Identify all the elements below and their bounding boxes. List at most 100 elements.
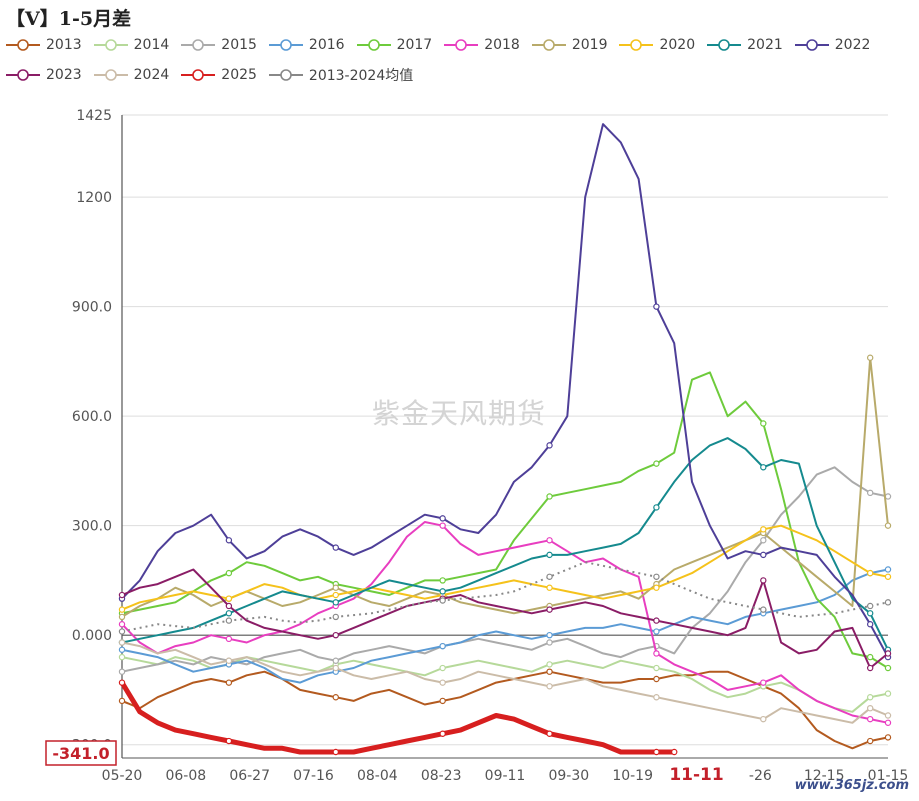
data-point bbox=[225, 679, 233, 686]
legend-item-12[interactable]: 2025 bbox=[181, 64, 257, 86]
legend-item-9[interactable]: 2022 bbox=[794, 34, 871, 56]
grid bbox=[122, 114, 888, 746]
series-line-6 bbox=[121, 356, 889, 618]
legend-item-11[interactable]: 2024 bbox=[93, 64, 169, 86]
data-point bbox=[653, 694, 660, 701]
data-point bbox=[225, 617, 233, 624]
data-point bbox=[332, 584, 339, 591]
data-point bbox=[866, 737, 874, 745]
legend-swatch-icon bbox=[6, 39, 40, 51]
series-line-11 bbox=[121, 641, 889, 724]
data-point bbox=[225, 610, 233, 617]
data-point bbox=[653, 303, 660, 310]
data-point bbox=[884, 712, 892, 719]
legend-item-6[interactable]: 2019 bbox=[531, 34, 607, 56]
data-point bbox=[225, 602, 233, 610]
x-tick-label: 07-16 bbox=[293, 768, 334, 784]
data-point bbox=[118, 639, 126, 646]
data-point bbox=[118, 628, 126, 635]
data-point bbox=[760, 715, 767, 723]
data-point bbox=[653, 617, 660, 624]
data-point bbox=[225, 635, 233, 643]
x-tick-label: -26 bbox=[749, 768, 772, 784]
legend-item-4[interactable]: 2017 bbox=[356, 34, 432, 56]
data-point bbox=[439, 577, 446, 584]
legend-label: 2013 bbox=[46, 37, 82, 53]
data-point bbox=[760, 526, 767, 533]
legend-swatch-icon bbox=[268, 69, 303, 81]
data-point bbox=[118, 679, 126, 686]
series-line-2 bbox=[121, 466, 889, 673]
legend-swatch-icon bbox=[93, 39, 128, 51]
data-point bbox=[671, 748, 678, 756]
data-point bbox=[653, 748, 660, 756]
data-point bbox=[866, 704, 874, 712]
legend-swatch-icon bbox=[181, 39, 216, 51]
data-point bbox=[118, 697, 126, 705]
data-point bbox=[546, 551, 553, 559]
x-tick-label: 01-15 bbox=[868, 768, 909, 784]
data-point bbox=[760, 679, 767, 686]
legend-item-10[interactable]: 2023 bbox=[6, 64, 82, 86]
legend-item-5[interactable]: 2018 bbox=[444, 34, 520, 56]
data-point bbox=[225, 537, 233, 544]
data-point bbox=[884, 522, 892, 529]
legend-swatch-icon bbox=[268, 39, 303, 51]
data-point bbox=[884, 493, 892, 500]
series-line-0 bbox=[121, 670, 889, 750]
series-line-4 bbox=[121, 371, 889, 669]
data-point bbox=[866, 569, 874, 577]
data-point bbox=[546, 661, 553, 668]
y-tick-label: 900.0 bbox=[72, 300, 112, 316]
x-tick-label: 06-08 bbox=[165, 768, 206, 784]
data-point bbox=[884, 573, 892, 580]
data-point bbox=[332, 613, 339, 621]
data-point bbox=[118, 668, 126, 675]
data-point bbox=[866, 354, 874, 361]
data-point bbox=[760, 537, 767, 544]
legend-swatch-icon bbox=[707, 39, 742, 51]
data-point bbox=[546, 573, 553, 580]
series-lines bbox=[118, 123, 892, 756]
legend-item-3[interactable]: 2016 bbox=[268, 34, 345, 56]
legend-item-8[interactable]: 2021 bbox=[707, 34, 783, 56]
legend-label: 2015 bbox=[221, 37, 257, 53]
legend-label: 2023 bbox=[46, 67, 82, 83]
data-point bbox=[118, 606, 126, 613]
data-point bbox=[653, 664, 660, 672]
x-tick-label: 12-15 bbox=[804, 768, 845, 784]
x-tick-label: 11-11 bbox=[669, 765, 723, 785]
data-point bbox=[439, 597, 446, 604]
data-point bbox=[760, 551, 767, 559]
data-point bbox=[653, 504, 660, 511]
data-point bbox=[118, 621, 126, 628]
legend-item-2[interactable]: 2015 bbox=[181, 34, 257, 56]
legend-item-1[interactable]: 2014 bbox=[93, 34, 169, 56]
y-tick-label: 0.000 bbox=[72, 628, 112, 644]
data-point bbox=[332, 657, 339, 664]
current-value-label: -341.0 bbox=[52, 744, 109, 763]
legend-swatch-icon bbox=[93, 69, 128, 81]
data-point bbox=[118, 653, 126, 661]
x-tick-label: 08-23 bbox=[421, 768, 462, 784]
data-point bbox=[118, 613, 126, 621]
data-point bbox=[118, 646, 126, 653]
legend-item-0[interactable]: 2013 bbox=[6, 34, 82, 56]
data-point bbox=[760, 420, 767, 427]
series-line-13 bbox=[121, 561, 889, 633]
legend-item-13[interactable]: 2013-2024均值 bbox=[268, 64, 414, 86]
data-point bbox=[439, 664, 446, 672]
data-point bbox=[884, 734, 892, 741]
legend-swatch-icon bbox=[619, 39, 654, 51]
data-point bbox=[546, 683, 553, 690]
data-point bbox=[653, 628, 660, 635]
legend-label: 2022 bbox=[834, 37, 871, 53]
data-point bbox=[546, 606, 553, 613]
x-tick-label: 05-20 bbox=[102, 768, 143, 784]
data-point bbox=[332, 664, 339, 672]
data-point bbox=[439, 642, 446, 650]
data-point bbox=[866, 489, 874, 497]
legend-label: 2013-2024均值 bbox=[308, 68, 414, 84]
legend-item-7[interactable]: 2020 bbox=[619, 34, 695, 56]
data-point bbox=[760, 606, 767, 613]
